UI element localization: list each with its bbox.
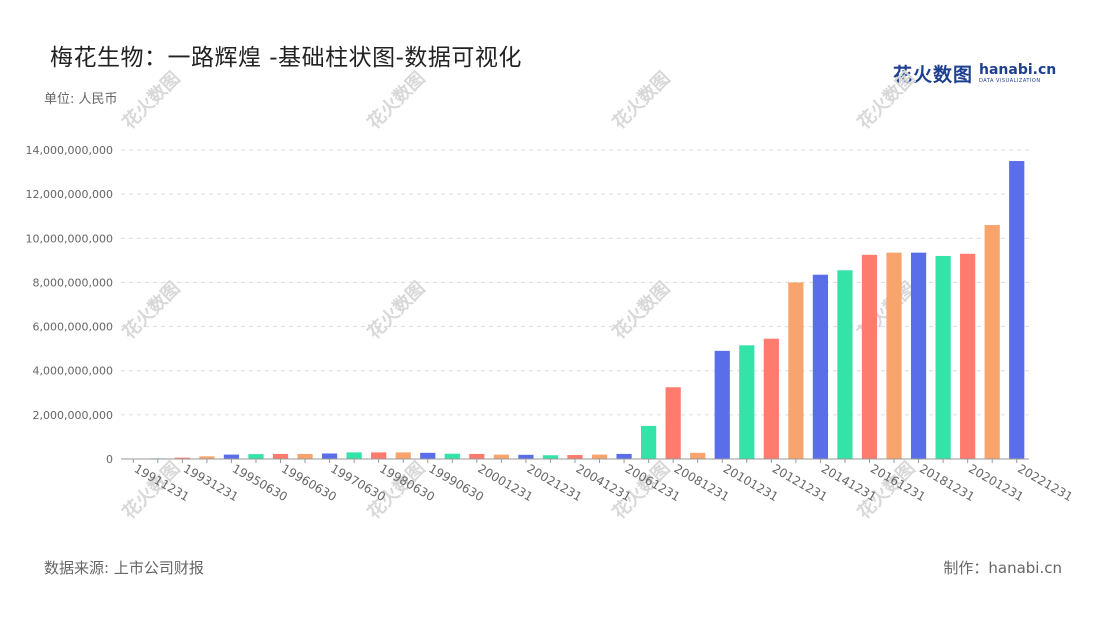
x-tick-label: 19990630 [426,461,486,504]
watermark: 花火数图 [363,67,429,133]
bar [444,453,460,459]
y-tick-label: 8,000,000,000 [33,276,113,289]
bar [714,350,730,459]
bar [665,387,681,459]
x-tick-label: 20081231 [672,461,732,504]
bar [199,456,215,459]
x-tick-label: 19960630 [279,461,339,504]
bar [960,253,976,459]
x-tick-label: 20201231 [966,461,1026,504]
bar [542,455,559,459]
x-tick-label: 19970630 [328,461,388,504]
bar [248,454,264,459]
bar [763,338,779,459]
chart-title: 梅花生物：一路辉煌 -基础柱状图-数据可视化 [50,45,522,71]
bar [420,452,436,459]
bar [984,225,1000,459]
y-tick-label: 12,000,000,000 [26,188,113,201]
x-tick-label: 20041231 [574,461,634,504]
x-axis: 1991123119931231199506301996063019970630… [121,458,1075,504]
bar [321,453,338,459]
bar [518,454,534,459]
y-tick-label: 10,000,000,000 [26,232,113,245]
bar [591,454,608,459]
bar [812,274,829,459]
watermark: 花火数图 [363,277,429,343]
bar [935,255,951,459]
x-tick-label: 20101231 [721,461,781,504]
watermark: 花火数图 [118,67,184,133]
y-axis: 0 2,000,000,000 4,000,000,000 6,000,000,000… [26,144,113,466]
y-tick-label: 4,000,000,000 [33,365,113,378]
unit-label: 单位: 人民币 [44,92,118,107]
watermark: 花火数图 [853,67,919,133]
x-tick-label: 20021231 [524,461,584,504]
x-tick-label: 20181231 [917,461,977,504]
x-tick-label: 20221231 [1015,461,1075,504]
x-tick-label: 19931231 [181,461,241,504]
credit: 制作：hanabi.cn [943,559,1062,577]
bar [223,454,240,459]
bar [174,457,190,459]
bar [837,270,853,459]
watermark: 花火数图 [118,277,184,343]
bars [125,161,1025,460]
bar [739,345,755,459]
bar [469,453,485,459]
y-tick-label: 6,000,000,000 [33,321,113,334]
x-tick-label: 20141231 [819,461,879,504]
logo-en-text: hanabi.cn [979,62,1057,78]
brand-logo: 花火数图 hanabi.cn DATA VISUALIZATION [893,60,1056,87]
y-tick-label: 0 [106,453,113,466]
bar [886,252,902,459]
y-tick-label: 14,000,000,000 [26,144,113,157]
x-tick-label: 19950630 [230,461,290,504]
y-tick-label: 2,000,000,000 [33,409,113,422]
bar [641,425,657,459]
logo-cn-text: 花火数图 [893,64,974,86]
bar [346,452,362,459]
bar [616,453,632,459]
bar [493,454,509,459]
bar [297,453,313,459]
bar [861,254,878,459]
logo-sub-text: DATA VISUALIZATION [979,78,1041,84]
watermark: 花火数图 [608,277,674,343]
bar [272,453,289,459]
bar [371,452,387,459]
bar [1009,161,1025,460]
x-tick-label: 20001231 [475,461,535,504]
x-tick-label: 20121231 [770,461,830,504]
data-source: 数据来源: 上市公司财报 [44,559,204,577]
bar [395,452,411,459]
bar [690,452,706,459]
bar [567,455,583,459]
bar [910,252,927,459]
bar [788,282,804,459]
watermark: 花火数图 [608,67,674,133]
